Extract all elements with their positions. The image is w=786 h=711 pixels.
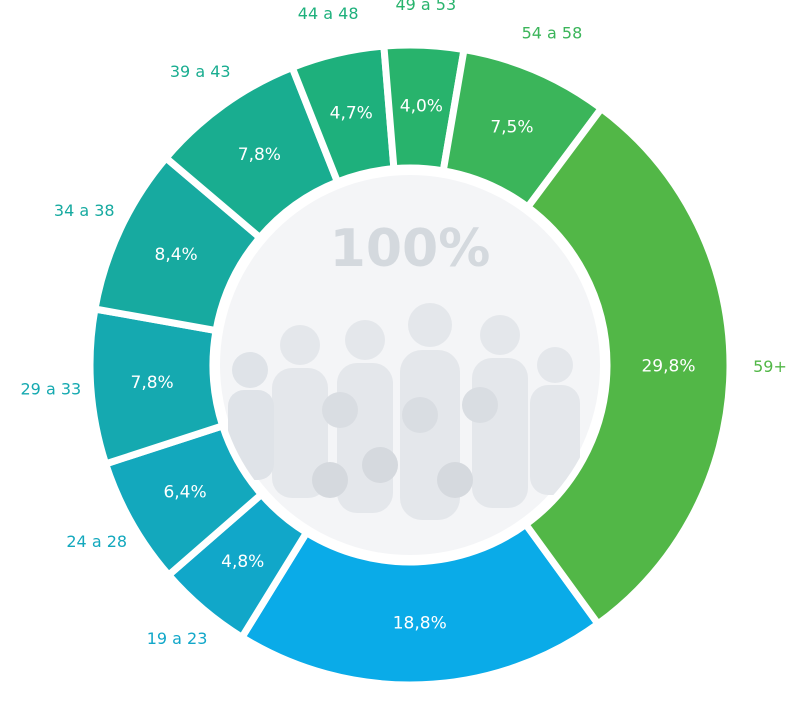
category-label: 44 a 48: [298, 4, 359, 23]
category-label: 29 a 33: [21, 379, 82, 398]
value-label: 8,4%: [155, 245, 198, 265]
value-label: 4,7%: [330, 103, 373, 123]
center-label: 100%: [330, 219, 491, 279]
category-label: 49 a 53: [395, 0, 456, 14]
value-label: 4,8%: [221, 552, 264, 572]
value-label: 7,8%: [131, 373, 174, 393]
value-label: 18,8%: [393, 613, 447, 633]
donut-slice: [238, 520, 602, 689]
category-label: 19 a 23: [147, 629, 208, 648]
category-label: 59+: [753, 357, 786, 376]
category-label: 24 a 28: [66, 532, 127, 551]
donut-slice: [522, 104, 734, 628]
value-label: 29,8%: [641, 357, 695, 377]
category-label: 54 a 58: [522, 24, 583, 43]
category-label: 39 a 43: [170, 62, 231, 81]
value-label: 7,8%: [238, 145, 281, 165]
crowd-illustration: [220, 175, 600, 555]
value-label: 7,5%: [490, 117, 533, 137]
value-label: 4,0%: [400, 97, 443, 117]
value-label: 6,4%: [163, 482, 206, 502]
category-label: 34 a 38: [54, 201, 115, 220]
